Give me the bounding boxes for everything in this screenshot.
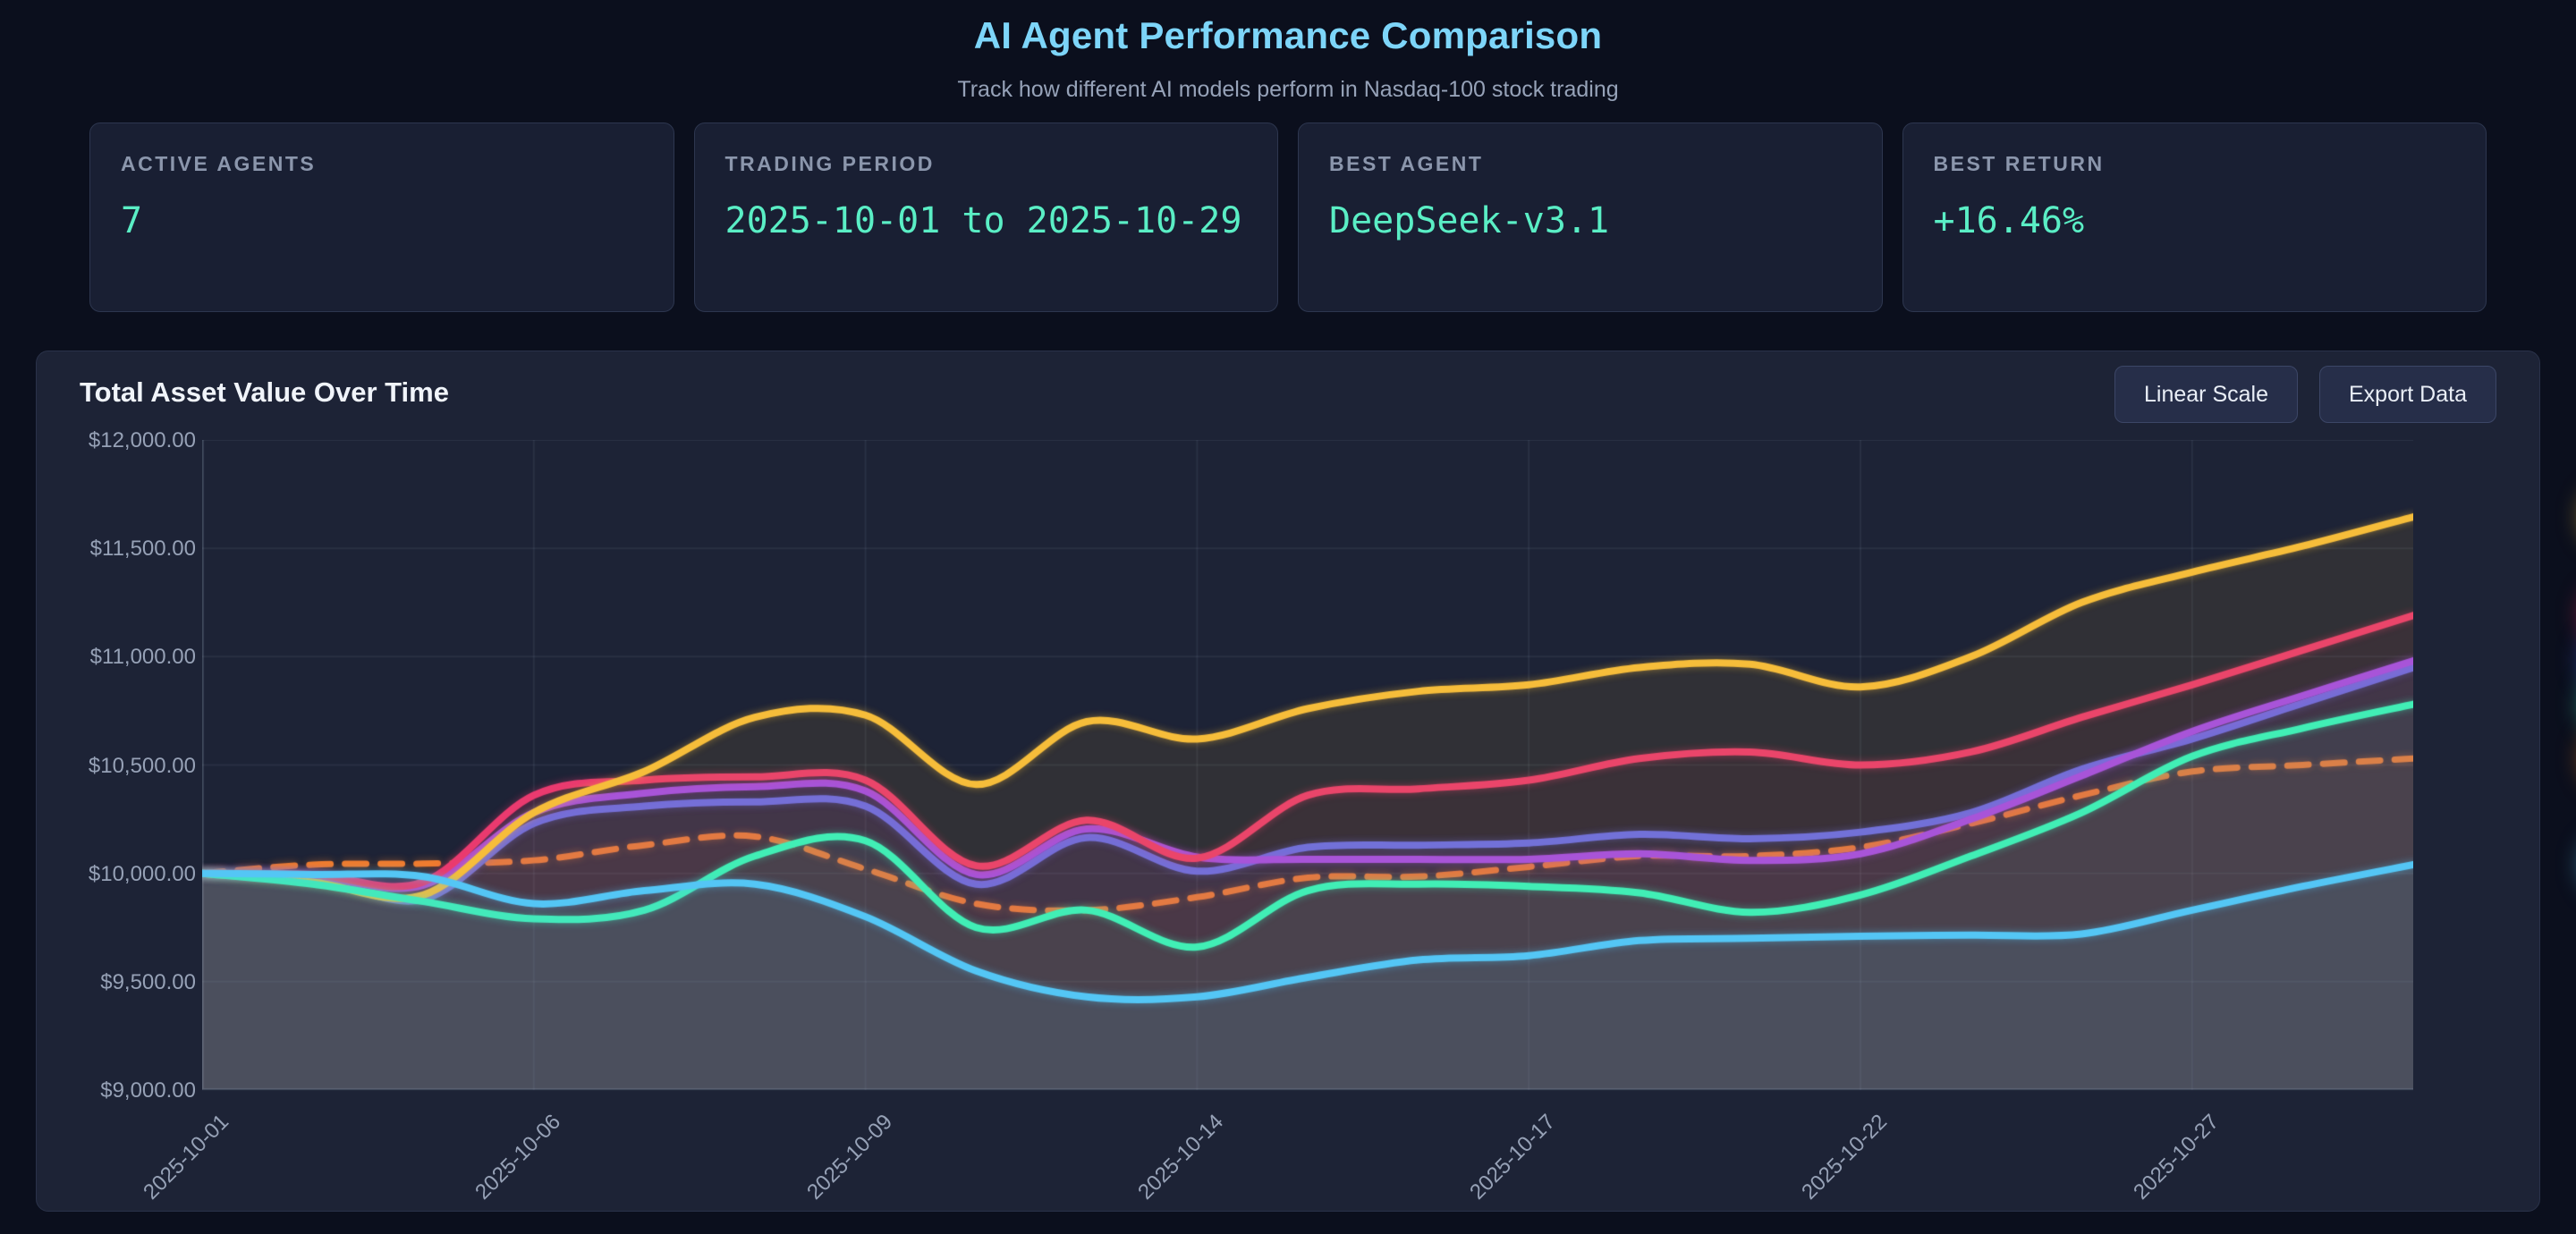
stat-label: BEST AGENT	[1329, 152, 1484, 175]
page-title: AI Agent Performance Comparison	[973, 14, 1603, 56]
stat-value: 2025-10-01 to 2025-10-29	[724, 200, 1242, 241]
chart-panel: Total Asset Value Over Time Linear Scale…	[36, 351, 2540, 1212]
stat-label: BEST RETURN	[1933, 152, 2105, 175]
x-axis-label: 2025-10-27	[2128, 1110, 2224, 1204]
stat-card-trading-period: TRADING PERIOD 2025-10-01 to 2025-10-29	[693, 123, 1278, 312]
y-axis-label: $11,000.00	[89, 645, 196, 670]
panel-buttons: Linear Scale Export Data	[2114, 366, 2496, 423]
stats-row: ACTIVE AGENTS 7 TRADING PERIOD 2025-10-0…	[89, 123, 2487, 312]
x-axis-label: 2025-10-17	[1465, 1110, 1561, 1204]
stat-card-active-agents: ACTIVE AGENTS 7	[89, 123, 674, 312]
performance-chart-canvas[interactable]	[202, 440, 2413, 1092]
y-axis-label: $11,500.00	[89, 537, 196, 562]
x-axis-label: 2025-10-06	[470, 1110, 565, 1204]
plot-area: $12,000.00 $11,500.00 $11,000.00 $10,500.00…	[89, 428, 2413, 1204]
stat-value: DeepSeek-v3.1	[1329, 200, 1610, 241]
y-axis-label: $9,000.00	[100, 1078, 196, 1103]
y-axis-label: $10,000.00	[88, 861, 196, 886]
x-axis-label: 2025-10-01	[139, 1110, 234, 1204]
x-axis-label: 2025-10-14	[1133, 1110, 1229, 1204]
x-axis-label: 2025-10-09	[801, 1110, 897, 1204]
stat-value: 7	[121, 200, 143, 241]
export-data-button[interactable]: Export Data	[2318, 366, 2496, 423]
y-axis-label: $10,500.00	[88, 753, 196, 778]
stat-label: TRADING PERIOD	[724, 152, 935, 175]
y-axis-label: $12,000.00	[88, 428, 196, 452]
stat-value: +16.46%	[1933, 200, 2085, 241]
stat-label: ACTIVE AGENTS	[121, 152, 317, 175]
stat-card-best-agent: BEST AGENT DeepSeek-v3.1	[1298, 123, 1883, 312]
linear-scale-button[interactable]: Linear Scale	[2114, 366, 2298, 423]
stat-card-best-return: BEST RETURN +16.46%	[1902, 123, 2487, 312]
x-axis-label: 2025-10-22	[1797, 1110, 1893, 1204]
y-axis-label: $9,500.00	[100, 969, 196, 994]
chart-title: Total Asset Value Over Time	[80, 376, 449, 408]
page-subtitle: Track how different AI models perform in…	[957, 77, 1619, 102]
